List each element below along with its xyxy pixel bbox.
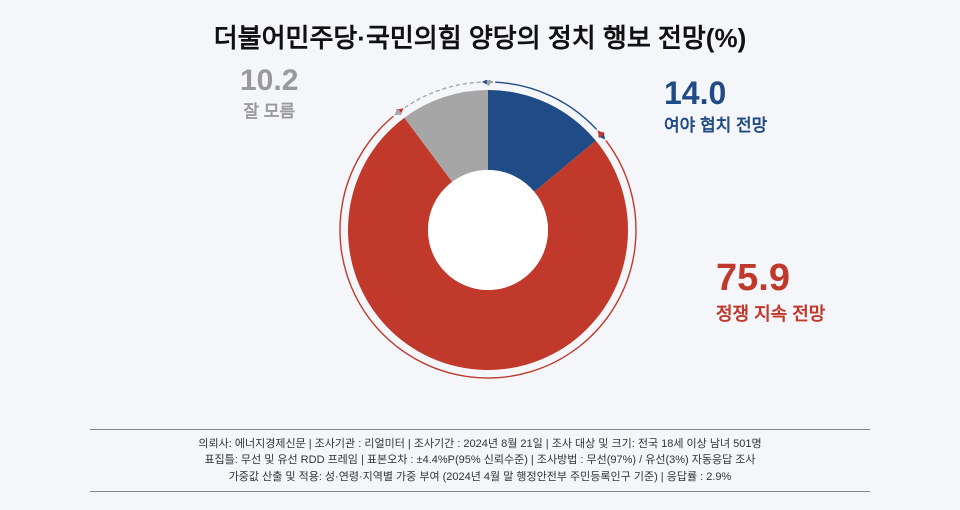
donut-svg <box>338 80 638 380</box>
footer-line-2: 표집틀: 무선 및 유선 RDD 프레임 | 표본오차 : ±4.4%P(95%… <box>90 452 870 469</box>
donut-chart <box>338 80 638 380</box>
chart-container: 더불어민주당·국민의힘 양당의 정치 행보 전망(%) 14.0 여야 협치 전… <box>0 0 960 510</box>
guide-arrowhead <box>487 80 494 86</box>
donut-hole <box>428 170 548 290</box>
label-cooperate: 14.0 여야 협치 전망 <box>664 76 767 136</box>
chart-title: 더불어민주당·국민의힘 양당의 정치 행보 전망(%) <box>0 18 960 55</box>
label-cooperate-name: 여야 협치 전망 <box>664 111 767 136</box>
label-unknown: 10.2 잘 모름 <box>240 64 298 122</box>
label-conflict-name: 정쟁 지속 전망 <box>716 300 825 326</box>
footer-line-3: 가중값 산출 및 적용: 성·연령·지역별 가중 부여 (2024년 4월 말 … <box>90 469 870 486</box>
label-unknown-value: 10.2 <box>240 64 298 97</box>
label-unknown-name: 잘 모름 <box>240 97 298 122</box>
label-conflict-value: 75.9 <box>716 258 825 300</box>
label-cooperate-value: 14.0 <box>664 76 767 111</box>
label-conflict: 75.9 정쟁 지속 전망 <box>716 258 825 326</box>
survey-footer: 의뢰사: 에너지경제신문 | 조사기관 : 리얼미터 | 조사기간 : 2024… <box>90 429 870 493</box>
footer-line-1: 의뢰사: 에너지경제신문 | 조사기관 : 리얼미터 | 조사기간 : 2024… <box>90 436 870 453</box>
